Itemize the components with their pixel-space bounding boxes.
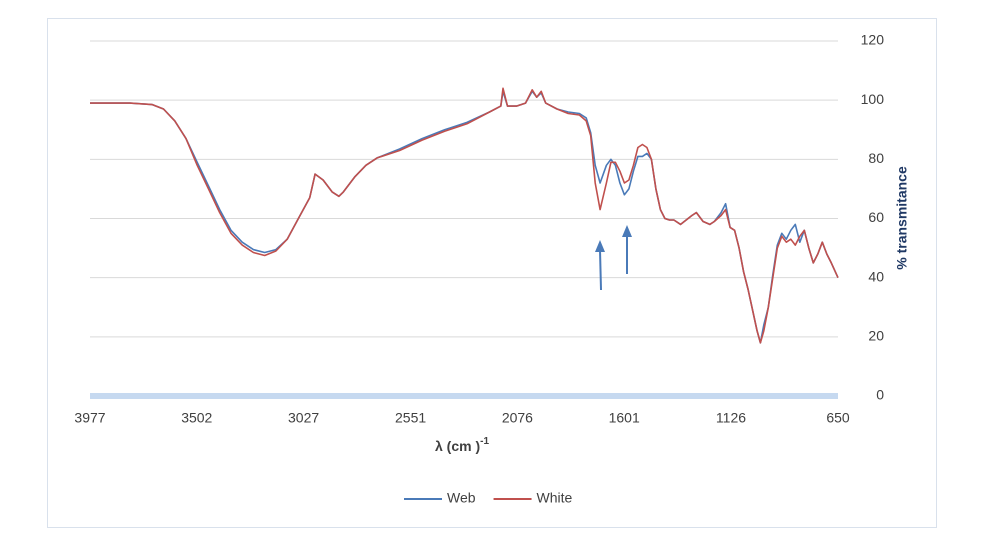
- legend-label: Web: [447, 490, 476, 506]
- x-tick-label: 3977: [74, 410, 105, 426]
- x-tick-label: 1126: [716, 410, 746, 426]
- x-tick-label: 650: [826, 410, 850, 426]
- chart-border: [47, 18, 937, 528]
- series-line: [90, 87, 839, 344]
- legend-label: White: [537, 490, 573, 506]
- y-axis-label: % transmitance: [894, 166, 910, 270]
- plot-lines: [90, 87, 839, 344]
- y-tick-label: 40: [868, 268, 884, 284]
- x-tick-label: 3502: [181, 410, 212, 426]
- y-tick-label: 0: [876, 387, 884, 403]
- arrow-head: [595, 240, 605, 252]
- grid: [90, 40, 838, 399]
- y-tick-label: 120: [861, 32, 885, 48]
- arrow: [599, 249, 602, 291]
- y-tick-label: 20: [868, 328, 884, 344]
- x-tick-label: 2551: [395, 410, 426, 426]
- x-tick-label: 3027: [288, 410, 319, 426]
- arrows: [595, 225, 632, 291]
- x-tick-label: 2076: [502, 410, 533, 426]
- arrow-head: [622, 225, 632, 237]
- x-axis-label-sup: -1: [480, 436, 489, 447]
- y-tick-label: 100: [861, 91, 885, 107]
- x-tick-label: 1601: [609, 410, 640, 426]
- x-axis-label: λ (cm )-1: [435, 436, 489, 454]
- y-tick-label: 60: [868, 209, 884, 225]
- x-axis-label-main: λ (cm ): [435, 438, 480, 454]
- legend: Web White: [404, 490, 573, 506]
- y-tick-label: 80: [868, 150, 884, 166]
